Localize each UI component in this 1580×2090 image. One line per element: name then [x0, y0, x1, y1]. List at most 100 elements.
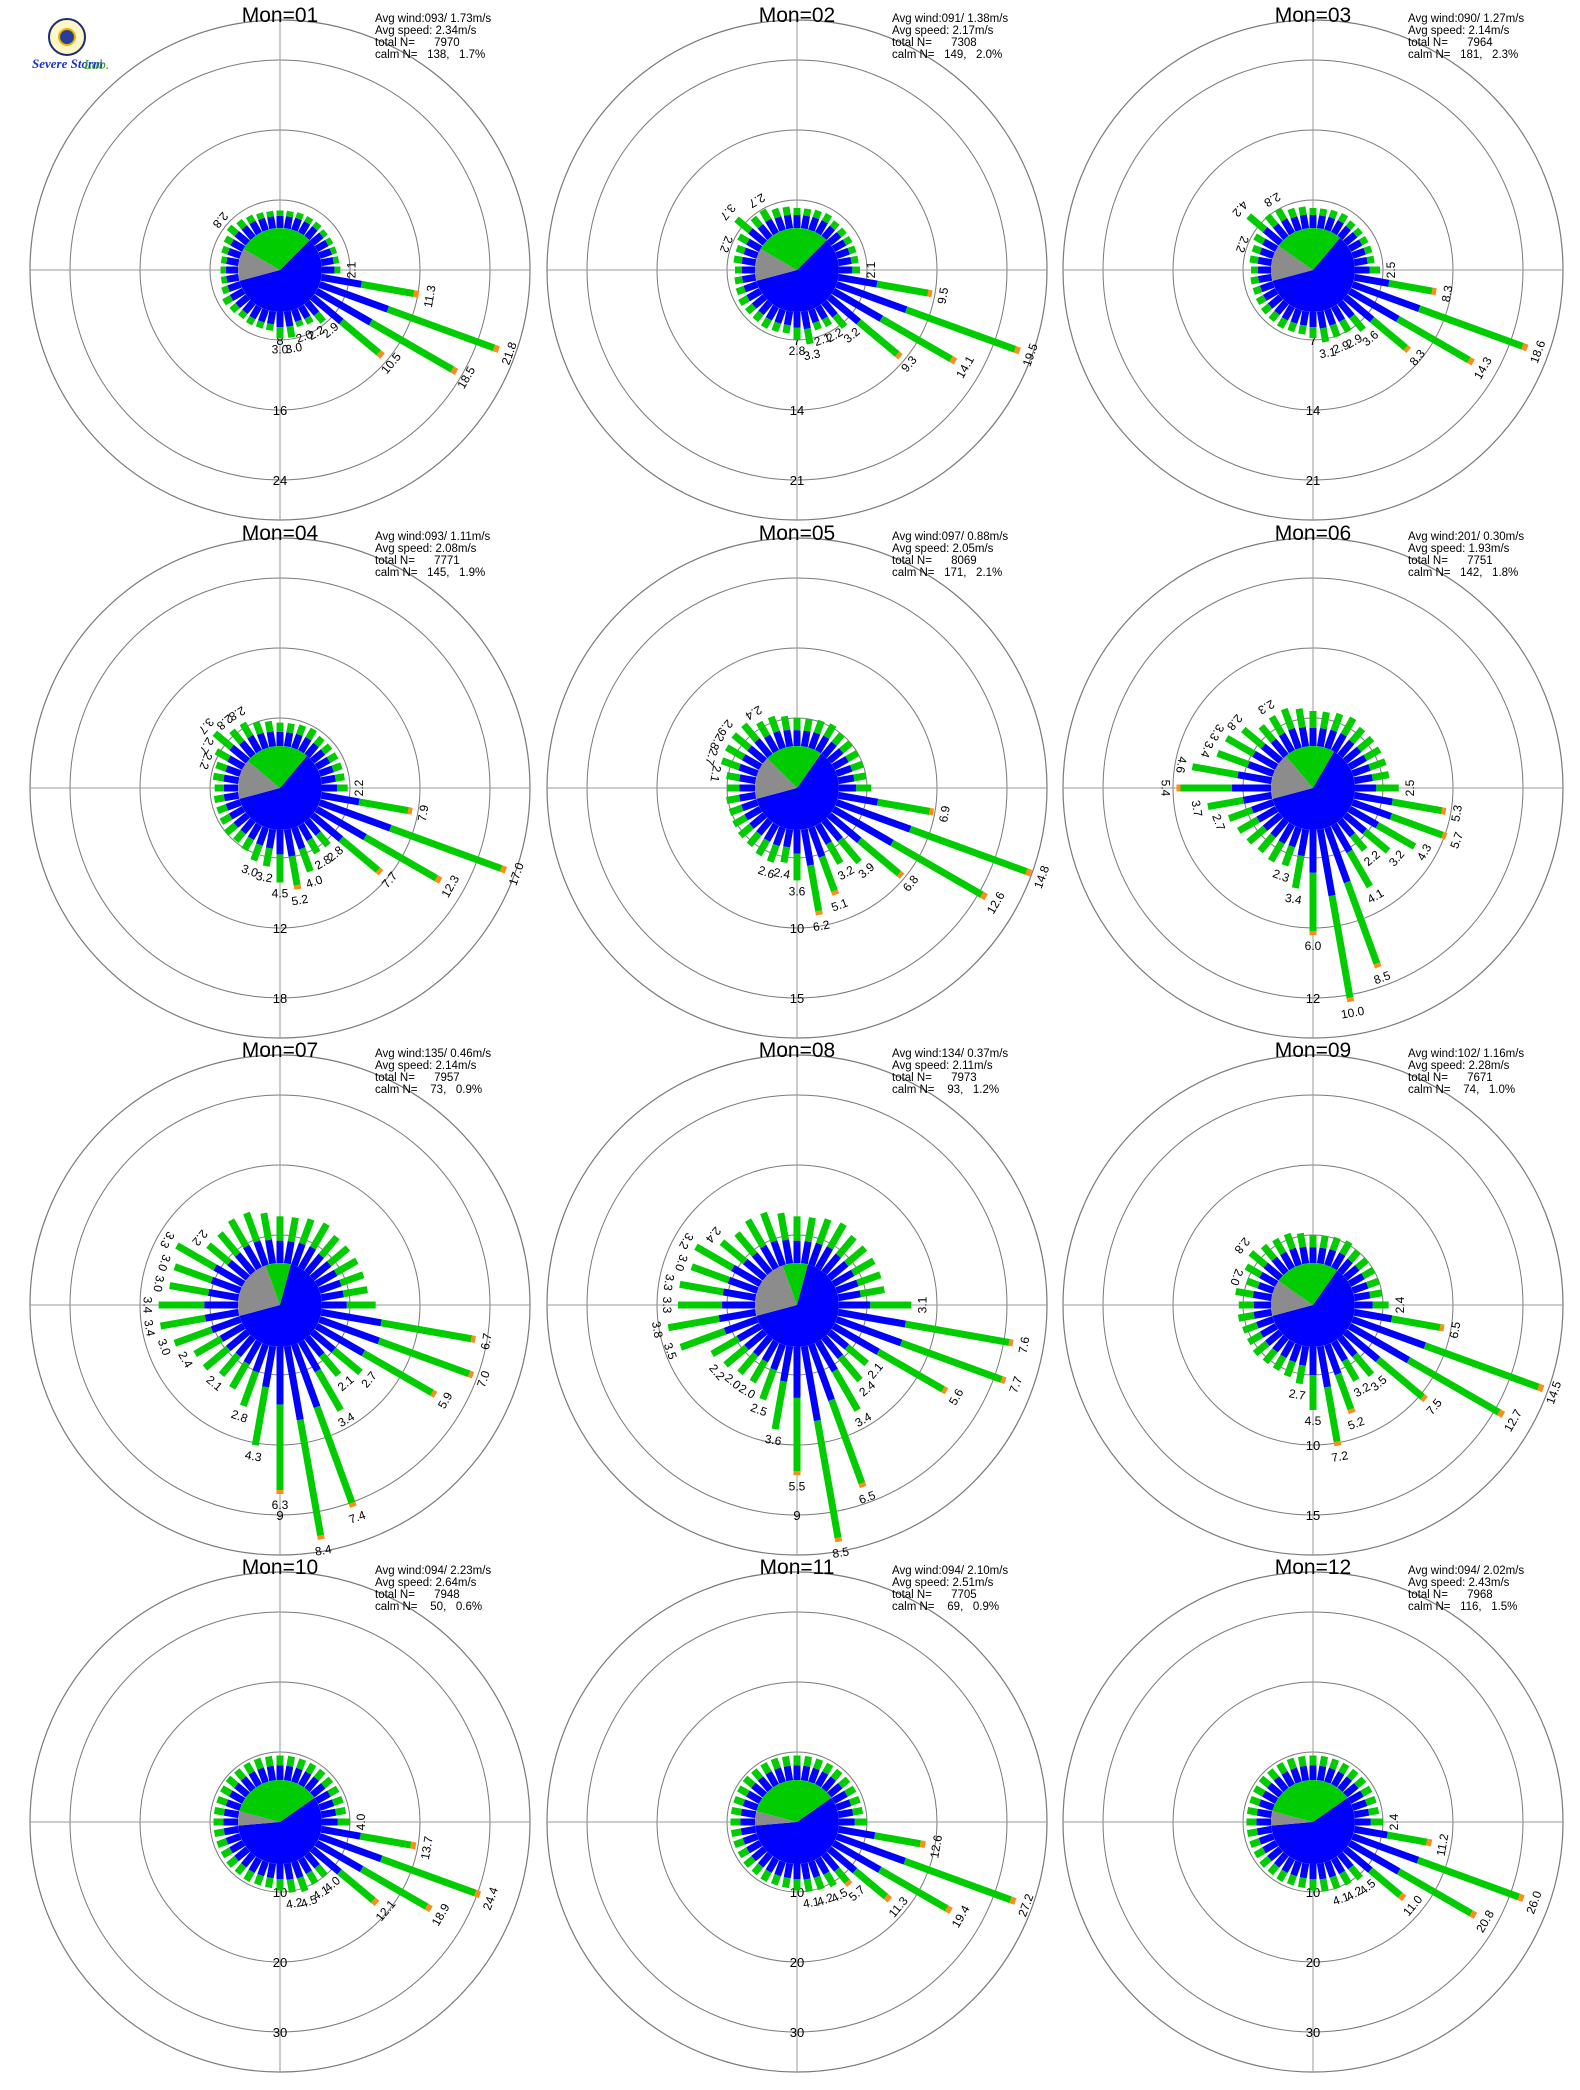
bar-segment-orange: [413, 290, 420, 298]
direction-bar: [1353, 1825, 1433, 1847]
bar-value-label: 2.4: [743, 703, 765, 724]
direction-bar: [314, 1257, 359, 1288]
pie-slice-green: [247, 746, 307, 788]
bar-value-label: 5.1: [829, 896, 850, 915]
bar-segment-blue: [749, 812, 768, 829]
bar-segment-blue: [774, 1860, 786, 1877]
pie-slice-gray: [1271, 755, 1313, 799]
stats-total-n: total N= 8069: [892, 555, 977, 567]
bar-segment-green: [734, 216, 753, 234]
direction-bar: [216, 799, 242, 815]
direction-bar: [1274, 207, 1296, 236]
bar-segment-blue: [276, 1347, 284, 1405]
direction-bar: [814, 1856, 837, 1888]
direction-bar: [1347, 805, 1417, 850]
direction-bar: [839, 784, 872, 792]
bar-segment-blue: [1324, 1860, 1337, 1878]
bar-segment-blue: [1270, 817, 1289, 838]
bar-segment-green: [220, 275, 228, 284]
bar-segment-green: [221, 285, 230, 295]
direction-bar: [229, 728, 256, 759]
bar-segment-blue: [1297, 828, 1310, 857]
bar-value-label: 5.2: [290, 892, 309, 909]
direction-bar: [1309, 1864, 1317, 1891]
bar-segment-green: [216, 804, 229, 815]
bar-value-label: 2.7: [358, 1369, 380, 1391]
wind-rose-panel: 816242.111.321.818.510.52.92.22.03.03.02…: [29, 4, 531, 521]
bar-value-label: 14.1: [953, 353, 977, 381]
bar-value-label: 3.4: [1284, 891, 1303, 908]
bar-segment-blue: [1309, 1765, 1317, 1780]
direction-bar: [1224, 735, 1279, 771]
pie-slice-gray: [238, 1811, 280, 1826]
bar-segment-blue: [1353, 1825, 1388, 1839]
panel-title: Mon=02: [759, 4, 835, 27]
bar-value-label: 6.5: [1447, 1320, 1464, 1339]
bar-segment-orange: [1420, 1394, 1428, 1403]
bar-segment-green: [220, 1847, 233, 1859]
direction-bar: [735, 244, 759, 259]
wind-rose-panel: 1020302.411.226.020.811.04.54.24.1Mon=12…: [1062, 1556, 1564, 2073]
ring-label: 30: [273, 2025, 287, 2040]
bar-segment-blue: [1316, 215, 1326, 230]
bar-segment-green: [876, 280, 929, 297]
bar-segment-green: [233, 829, 246, 843]
direction-bar: [1324, 1758, 1340, 1784]
stats-calm-n: calm N= 181, 2.3%: [1408, 49, 1518, 61]
bar-value-label: 8.5: [1372, 968, 1393, 987]
bar-segment-green: [1329, 1875, 1341, 1890]
bar-segment-green: [852, 1867, 889, 1900]
bar-segment-green: [217, 1231, 241, 1257]
bar-segment-green: [358, 798, 409, 815]
bar-segment-green: [1328, 209, 1338, 220]
bar-segment-green: [1337, 212, 1349, 224]
bar-segment-green: [314, 1864, 328, 1878]
bar-segment-blue: [835, 1833, 906, 1865]
bar-segment-blue: [223, 784, 238, 792]
bar-segment-blue: [722, 1288, 757, 1302]
direction-bar: [283, 1217, 299, 1265]
direction-bar: [297, 1339, 344, 1412]
bar-value-label: 6.5: [857, 1488, 878, 1507]
direction-bar: [1276, 1856, 1296, 1882]
direction-bar: [1353, 791, 1447, 815]
bar-segment-orange: [980, 891, 988, 901]
bar-segment-green: [368, 319, 454, 373]
direction-bar: [1324, 712, 1344, 750]
bar-segment-blue: [309, 1846, 342, 1875]
bar-value-label: 12.3: [438, 872, 462, 900]
bar-segment-blue: [837, 1808, 854, 1819]
bar-segment-blue: [252, 1343, 269, 1373]
direction-bar: [291, 308, 304, 328]
bar-segment-blue: [1256, 805, 1279, 823]
direction-bar: [1249, 1833, 1275, 1849]
stats-total-n: total N= 7751: [1408, 555, 1493, 567]
bar-segment-green: [314, 1368, 344, 1412]
bar-segment-green: [1253, 1785, 1266, 1797]
direction-bar: [767, 715, 786, 750]
bar-segment-blue: [741, 256, 757, 267]
bar-segment-green: [1246, 213, 1268, 233]
pie-slice-gray: [755, 758, 797, 799]
direction-bar: [222, 287, 246, 306]
bar-segment-green: [1257, 833, 1276, 854]
pie-slice-green: [760, 228, 827, 270]
bar-segment-green: [225, 1775, 239, 1789]
bar-value-label: 3.7: [195, 715, 217, 737]
direction-bar: [732, 805, 763, 828]
bar-segment-green: [667, 1315, 720, 1332]
bar-segment-orange: [1398, 1892, 1407, 1902]
bar-segment-blue: [808, 1343, 835, 1402]
direction-bar: [780, 828, 794, 864]
bar-segment-green: [760, 317, 772, 329]
direction-bar: [821, 1768, 843, 1793]
direction-bar: [821, 817, 862, 865]
direction-bar: [212, 772, 240, 785]
bar-segment-green: [1345, 220, 1356, 231]
ring-label: 30: [1306, 2025, 1320, 2040]
bar-segment-blue: [835, 1316, 903, 1347]
bar-segment-green: [213, 1818, 224, 1826]
direction-bar: [800, 1217, 816, 1265]
direction-bar: [226, 1846, 251, 1868]
bar-segment-green: [813, 1875, 825, 1891]
